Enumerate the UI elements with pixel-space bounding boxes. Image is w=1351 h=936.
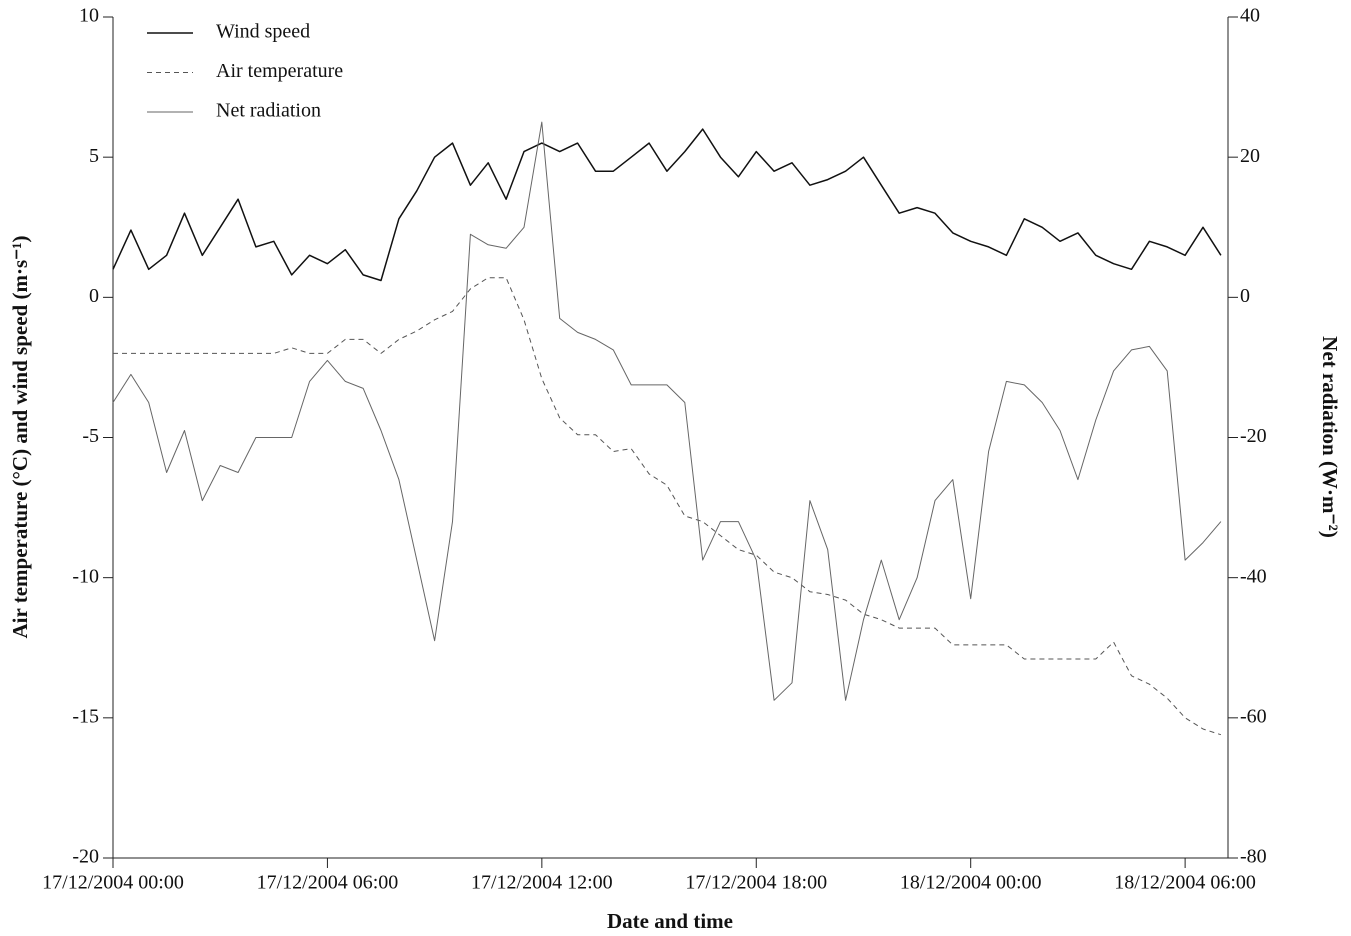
series-line	[112, 121, 1222, 701]
y-tick-label: -15	[72, 705, 99, 727]
y-tick-label: 5	[89, 145, 99, 167]
series-line	[112, 128, 1222, 282]
y2-tick-label: -40	[1240, 565, 1267, 587]
x-tick-label: 17/12/2004 18:00	[685, 872, 827, 894]
legend-label: Wind speed	[216, 21, 310, 43]
y2-tick-label: -20	[1240, 425, 1267, 447]
y-tick-label: -5	[82, 425, 99, 447]
legend-label: Net radiation	[216, 100, 321, 122]
y2-tick-label: -80	[1240, 846, 1267, 868]
x-tick-label: 17/12/2004 06:00	[257, 872, 399, 894]
y-axis-title: Air temperature (°C) and wind speed (m·s…	[8, 236, 32, 639]
series-line	[113, 277, 1222, 736]
y-tick-label: -10	[72, 565, 99, 587]
y-tick-label: 10	[79, 5, 99, 27]
y2-tick-label: 20	[1240, 145, 1260, 167]
legend-label: Air temperature	[216, 60, 343, 82]
x-tick-label: 18/12/2004 06:00	[1114, 872, 1256, 894]
y2-tick-label: 40	[1240, 5, 1260, 27]
y2-tick-label: 0	[1240, 285, 1250, 307]
x-tick-label: 18/12/2004 00:00	[900, 872, 1042, 894]
y-tick-label: -20	[72, 846, 99, 868]
y2-tick-label: -60	[1240, 705, 1267, 727]
x-axis-title: Date and time	[607, 909, 733, 933]
x-tick-label: 17/12/2004 12:00	[471, 872, 613, 894]
y-tick-label: 0	[89, 285, 99, 307]
y2-axis-title: Net radiation (W·m⁻²)	[1318, 336, 1342, 538]
x-tick-label: 17/12/2004 00:00	[42, 872, 184, 894]
